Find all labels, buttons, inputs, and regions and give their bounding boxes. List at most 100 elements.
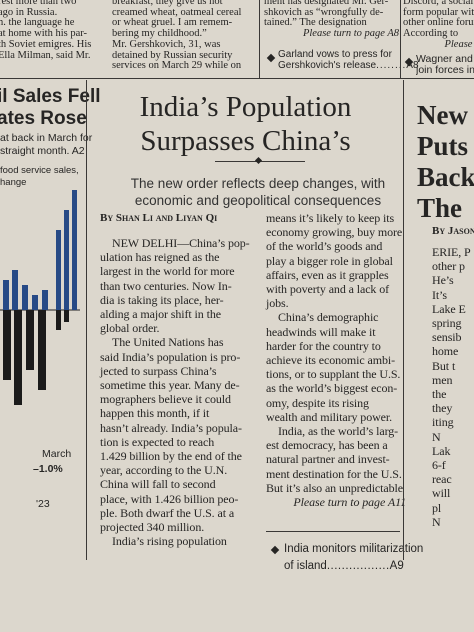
- main-teaser: India monitors militarization of island.…: [284, 541, 423, 575]
- left-chart-label: food service sales, hange: [0, 165, 90, 189]
- text-line: at back in March for: [0, 132, 93, 144]
- text-line: other online forum: [403, 17, 474, 29]
- text-line: India, as the world’s larg-: [278, 424, 399, 439]
- text-line: happen this month, if it: [100, 406, 210, 421]
- text-line: Discord, a social me: [403, 0, 474, 7]
- text-line: Lak: [432, 443, 451, 458]
- bar: [56, 230, 61, 310]
- text-line: Ella Milman, said Mr.: [0, 49, 91, 61]
- bar: [32, 295, 38, 310]
- text-line: 6-f: [432, 458, 446, 473]
- text-line: global order.: [100, 321, 160, 336]
- text-line: men: [432, 372, 453, 387]
- text-line: they: [432, 401, 453, 416]
- text-line: bering my childhood.”: [112, 28, 207, 40]
- bar: [22, 285, 28, 310]
- text-line: said India’s population is pro-: [100, 349, 241, 364]
- text-line: with poverty and a lack of: [266, 282, 390, 297]
- vertical-rule: [259, 0, 260, 78]
- text-line: home: [432, 344, 459, 359]
- teaser-rule: [266, 531, 400, 532]
- chart-year: '23: [36, 498, 50, 510]
- vertical-rule: [86, 80, 87, 560]
- text-line: form popular with: [403, 6, 474, 18]
- text-line: India’s Population: [139, 91, 352, 123]
- text-line: Back: [417, 162, 474, 192]
- byline: By Shan Li and Liyan Qi: [100, 212, 218, 224]
- text-line: th Soviet emigres. His: [0, 38, 92, 50]
- horizontal-rule: [0, 78, 474, 79]
- text-line: Lake E: [432, 301, 466, 316]
- text-line: ment destination for the U.S.: [266, 466, 402, 481]
- text-line: jobs.: [266, 296, 289, 311]
- teaser-line: of island.................A9: [284, 560, 404, 572]
- top-col3-lines: ment has designated Mr. Ger-shkovich as …: [264, 0, 399, 29]
- top-col4: Discord, a social meform popular withoth…: [403, 0, 474, 51]
- text-line: China will fall to second: [100, 477, 216, 492]
- text-line: hasn’t already. India’s popula-: [100, 420, 242, 435]
- text-line: hange: [0, 177, 27, 188]
- text-line: economy growing, buy more: [266, 225, 403, 240]
- text-line: reac: [432, 472, 452, 487]
- teaser-text: Gershkovich's release: [278, 59, 377, 71]
- article-column-2: means it’s likely to keep its economy gro…: [266, 211, 406, 509]
- headline-line: il Sales Fell: [0, 86, 101, 107]
- text-line: Surpasses China’s: [140, 125, 351, 157]
- bar: [64, 310, 69, 322]
- bullet: [266, 53, 276, 63]
- text-line: spring: [432, 316, 462, 331]
- text-line: sensib: [432, 330, 462, 345]
- top-col1: rest more than two ago in Russia. n. the l…: [0, 0, 103, 61]
- bar: [42, 290, 48, 310]
- text-line: dia is taking its place, her-: [100, 292, 224, 307]
- text-line: of the world’s goods and: [266, 239, 383, 254]
- text-line: tained.” The designation: [264, 17, 367, 29]
- text-line: rest more than two: [0, 0, 77, 7]
- text-line: other p: [432, 259, 465, 274]
- text-line: India’s rising population: [112, 534, 227, 549]
- bar: [14, 310, 22, 405]
- text-line: According to: [403, 28, 459, 40]
- text-line: ago in Russia.: [0, 6, 58, 18]
- ornament: [254, 156, 263, 165]
- text-line: est democracy, has been a: [266, 438, 388, 453]
- bar: [64, 210, 69, 310]
- text-line: mographers believe it could: [100, 392, 231, 407]
- text-line: sometime this year. Many de-: [100, 378, 240, 393]
- top-teaser: Garland vows to press for Gershkovich's …: [278, 49, 419, 71]
- chart-month: March: [42, 448, 72, 460]
- top-col4-lines: Discord, a social meform popular withoth…: [403, 0, 474, 40]
- text-line: harder for the country to: [266, 338, 381, 353]
- text-line: detained by Russian security: [112, 49, 233, 61]
- jump-line: Please t: [444, 38, 474, 50]
- text-line: But t: [432, 358, 456, 373]
- text-line: headwinds will make it: [266, 324, 376, 339]
- subheadline: The new order reflects deep changes, wit…: [88, 175, 428, 209]
- top-col4-teaser: Wagner and Rjoin forces in: [416, 54, 474, 75]
- text-line: Puts: [417, 131, 469, 161]
- teaser-line: Gershkovich's release........A8: [278, 59, 419, 71]
- text-line: straight month. A2: [0, 145, 85, 157]
- text-line: than two centuries. Now In-: [100, 278, 232, 293]
- text-line: economic and geopolitical consequences: [134, 193, 382, 208]
- text-line: The new order reflects deep changes, wit…: [130, 176, 386, 191]
- teaser-text: of island: [284, 560, 327, 572]
- text-line: The: [417, 193, 463, 223]
- text-line: place, with 1.426 billion peo-: [100, 491, 239, 506]
- text-line: affairs, even as it grapples: [266, 267, 389, 282]
- text-line: wealth and military power.: [266, 409, 393, 424]
- text-line: creamed wheat, oatmeal cereal: [112, 6, 242, 18]
- text-line: iting: [432, 415, 454, 430]
- left-headline: il Sales Fell ates Rose: [0, 86, 101, 130]
- bullet: [270, 545, 280, 555]
- text-line: alding a major shift in the: [100, 307, 221, 322]
- left-summary: at back in March for straight month. A2: [0, 132, 93, 158]
- vertical-rule: [403, 80, 404, 560]
- teaser-page: A9: [389, 560, 404, 572]
- text-line: The United Nations has: [112, 335, 224, 350]
- text-line: He’s: [432, 273, 454, 288]
- text-line: at home with his par-: [0, 28, 88, 40]
- jump-line: Please turn to page A11: [293, 495, 406, 510]
- vertical-rule: [400, 0, 401, 78]
